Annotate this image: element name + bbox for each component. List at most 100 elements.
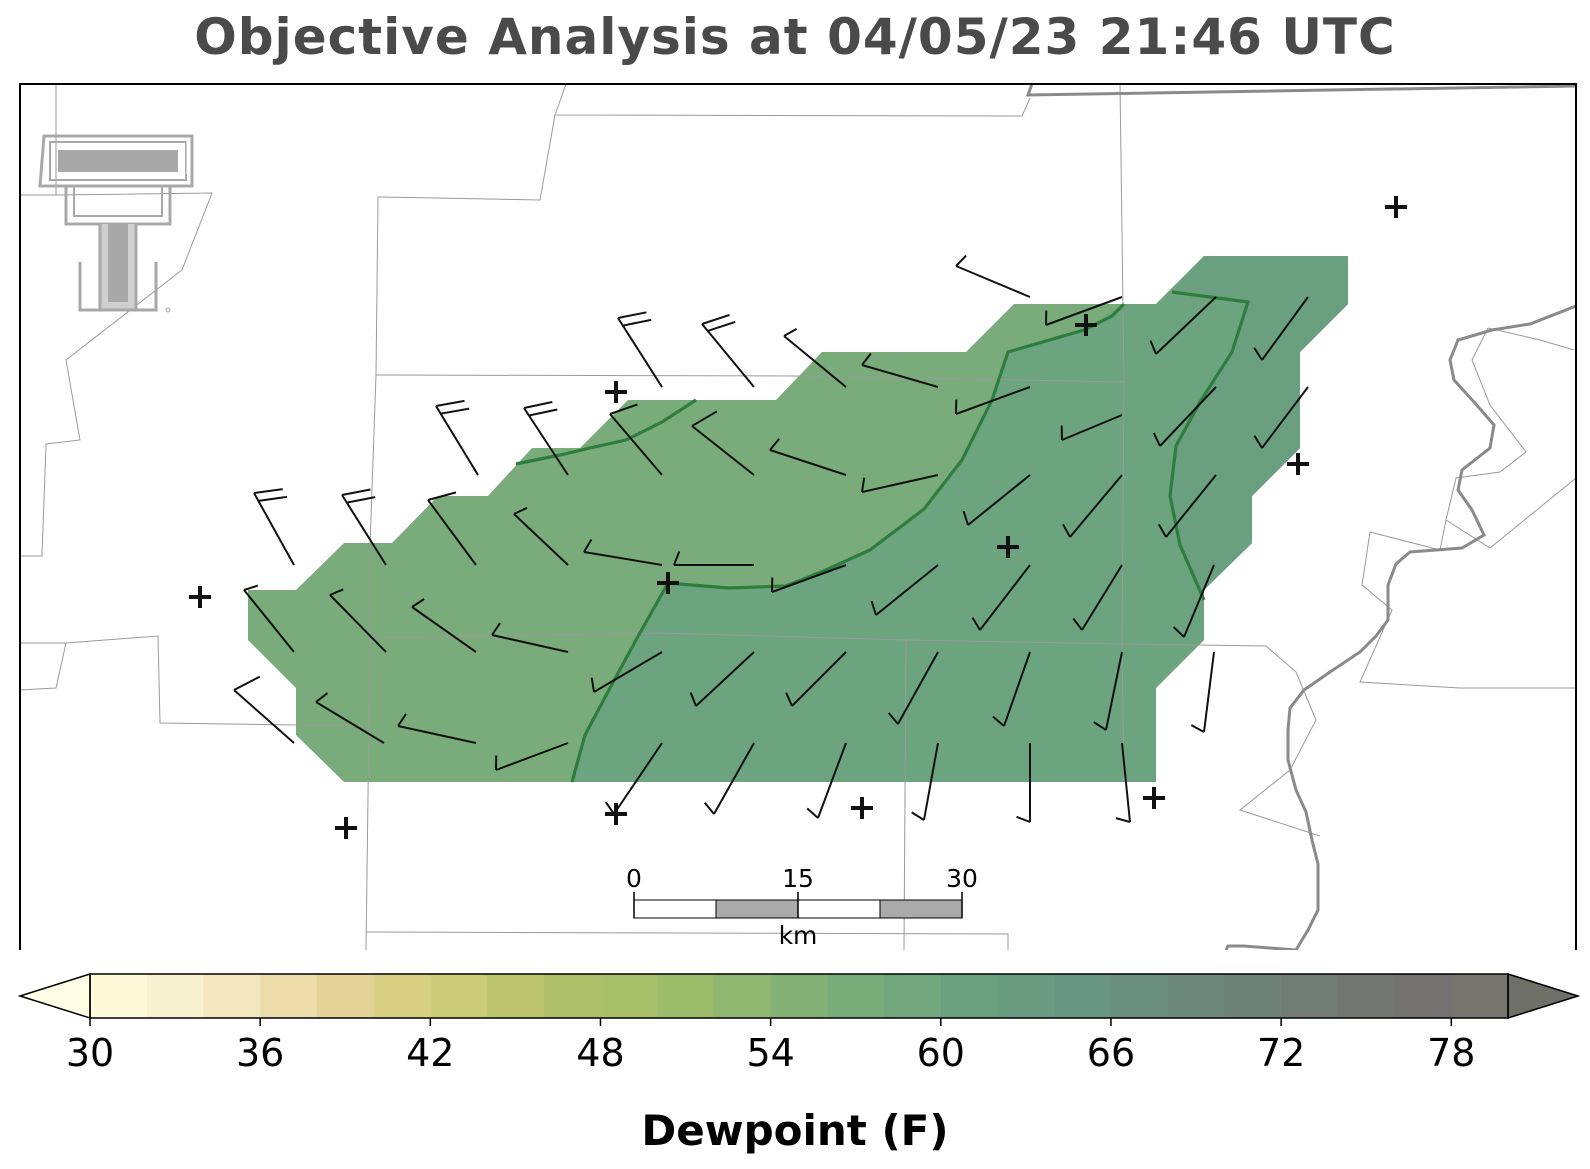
wind-barb: [971, 564, 1031, 631]
colorbar-cell: [770, 974, 828, 1018]
colorbar-tick-label: 60: [917, 1031, 965, 1075]
colorbar-cells: [90, 974, 1509, 1018]
station-marker: [189, 586, 211, 608]
colorbar-cell: [316, 974, 375, 1018]
colorbar-cell: [1281, 974, 1339, 1018]
colorbar-tick-label: 72: [1257, 1031, 1305, 1075]
scale-tick-0: 0: [626, 864, 642, 893]
colorbar-cell: [1451, 974, 1509, 1018]
colorbar-cell: [260, 974, 318, 1018]
wind-barb: [1062, 474, 1123, 538]
dewpoint-contours: [515, 290, 1251, 783]
wind-barb: [1045, 296, 1123, 326]
wind-barb: [243, 584, 295, 653]
wind-barb: [861, 352, 939, 388]
wind-barb: [233, 675, 295, 744]
wind-barb: [783, 328, 847, 388]
wind-barb: [427, 491, 477, 566]
wind-barb: [785, 651, 847, 707]
station-marker: [657, 572, 679, 594]
wind-barb: [1172, 564, 1215, 638]
wind-barb: [689, 651, 755, 707]
wind-barb: [253, 488, 295, 566]
station-markers: [189, 196, 1407, 839]
texas-tech-double-t-logo: [38, 134, 194, 313]
colorbar-cell: [1054, 974, 1112, 1018]
map-frame: [19, 83, 1577, 950]
station-marker: [1075, 314, 1097, 336]
colorbar-cell: [203, 974, 261, 1018]
wind-barb: [955, 386, 1031, 415]
station-marker: [605, 803, 627, 825]
colorbar-tick-label: 66: [1087, 1031, 1135, 1075]
colorbar-label: Dewpoint (F): [641, 1106, 949, 1155]
colorbar-cell: [1110, 974, 1169, 1018]
wind-barb: [771, 564, 847, 593]
wind-barb: [523, 401, 569, 476]
wind-barb: [609, 403, 663, 476]
river-boundary: [1025, 84, 1576, 950]
colorbar-tick-label: 78: [1427, 1031, 1475, 1075]
scale-tick-15: 15: [782, 864, 814, 893]
wind-barb: [341, 488, 387, 566]
wind-barb: [590, 651, 663, 693]
wind-barb: [435, 399, 479, 476]
colorbar-cell: [657, 974, 715, 1018]
colorbar-cell: [430, 974, 488, 1018]
station-marker: [851, 797, 873, 819]
wind-barb: [955, 254, 1031, 298]
colorbar-cell: [543, 974, 602, 1018]
wind-barb: [673, 551, 754, 566]
wind-barb: [887, 651, 939, 725]
wind-barb: [861, 474, 939, 493]
colorbar-frame: [89, 973, 1509, 1019]
wind-barbs: [233, 254, 1309, 823]
colorbar-cell: [1224, 974, 1282, 1018]
colorbar-cell: [827, 974, 885, 1018]
colorbar-cell: [487, 974, 545, 1018]
dewpoint-fill-core: [1170, 256, 1348, 600]
colorbar-cell: [373, 974, 431, 1018]
wind-barb: [992, 651, 1031, 727]
colorbar-tick-label: 30: [66, 1031, 114, 1075]
scale-unit: km: [779, 921, 818, 950]
colorbar-cell: [1337, 974, 1396, 1018]
colorbar-cell: [1394, 974, 1452, 1018]
colorbar-cell: [146, 974, 205, 1018]
colorbar-cell: [940, 974, 999, 1018]
wind-barb: [329, 588, 387, 653]
wind-barb: [691, 410, 755, 476]
station-marker: [1287, 453, 1309, 475]
colorbar-cell: [713, 974, 772, 1018]
wind-barb: [704, 742, 755, 815]
wind-barb: [617, 311, 663, 388]
colorbar-under-arrow: [17, 972, 91, 1020]
scale-bar: 0 15 30 km: [626, 864, 978, 950]
wind-barb: [1152, 386, 1217, 447]
wind-barb: [411, 598, 477, 653]
wind-barb: [769, 438, 847, 476]
colorbar-tick-label: 48: [576, 1031, 624, 1075]
wind-barb: [1149, 296, 1217, 355]
colorbar-cell: [997, 974, 1055, 1018]
station-marker: [1143, 787, 1165, 809]
wind-barb: [806, 742, 847, 819]
wind-barb: [583, 538, 663, 566]
colorbar-tick-label: 42: [406, 1031, 454, 1075]
colorbar-cell: [600, 974, 658, 1018]
colorbar-over-arrow: [1507, 972, 1581, 1020]
wind-barb: [911, 742, 939, 821]
wind-barb: [315, 692, 385, 744]
colorbar-tick-label: 36: [236, 1031, 284, 1075]
map-panel: 0 15 30 km: [19, 83, 1577, 950]
station-marker: [335, 817, 357, 839]
wind-barb: [1060, 414, 1123, 441]
dewpoint-fill-inner: [572, 256, 1348, 782]
colorbar-cell: [1167, 974, 1225, 1018]
wind-barb: [1072, 564, 1123, 631]
wind-barb: [870, 564, 939, 616]
scale-tick-30: 30: [946, 864, 978, 893]
wind-barb: [495, 742, 569, 771]
wind-barb: [1190, 651, 1215, 733]
colorbar-ticks: 30 36 42 48 54 60 66 72 78: [66, 1018, 1475, 1075]
